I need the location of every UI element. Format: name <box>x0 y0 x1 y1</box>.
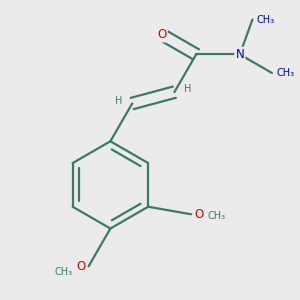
Text: O: O <box>194 208 203 221</box>
Text: N: N <box>236 48 244 61</box>
Text: CH₃: CH₃ <box>207 211 225 221</box>
Text: H: H <box>184 84 191 94</box>
Text: CH₃: CH₃ <box>55 267 73 277</box>
Text: CH₃: CH₃ <box>257 15 275 25</box>
Text: O: O <box>76 260 86 273</box>
Text: O: O <box>158 28 167 41</box>
Text: H: H <box>116 96 123 106</box>
Text: CH₃: CH₃ <box>276 68 294 78</box>
